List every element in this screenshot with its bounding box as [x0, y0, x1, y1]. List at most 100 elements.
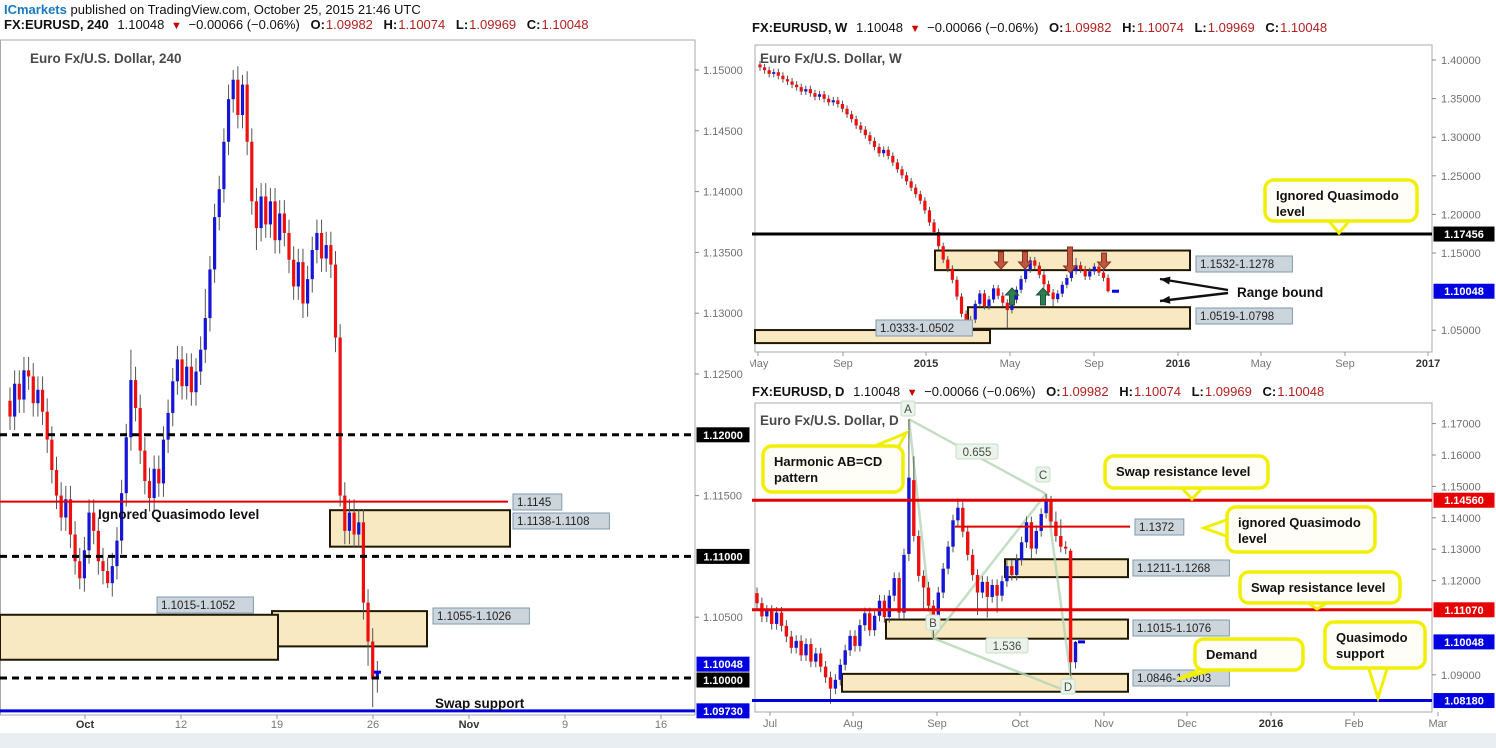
price-label: 1.10000	[703, 675, 743, 687]
price-label: 1.10048	[1444, 286, 1484, 298]
y-tick-label: 1.09000	[1441, 670, 1481, 682]
chart-240-candlestick[interactable]: Euro Fx/U.S. Dollar, 240 1.15000 1.14500 1.…	[0, 38, 750, 748]
bottom-margin	[0, 733, 1496, 748]
y-tick-label: 1.12500	[703, 369, 743, 381]
pattern-point-label-box	[900, 400, 916, 417]
price-label: 1.09730	[703, 706, 743, 718]
candle-down	[859, 125, 863, 130]
candle-down	[133, 380, 138, 409]
candle-down	[828, 677, 833, 689]
zone-price-tag	[1132, 559, 1230, 577]
x-tick-label: 12	[175, 719, 187, 731]
candle-down	[895, 162, 899, 170]
candle-down	[789, 636, 793, 648]
candle-down	[343, 495, 347, 531]
candle-down	[59, 495, 63, 518]
y-tick-label: 1.30000	[1441, 132, 1481, 144]
candle-down	[1068, 550, 1073, 663]
candle-down	[101, 561, 105, 571]
candle-up	[1044, 499, 1048, 514]
callout-bubble	[1193, 637, 1305, 672]
x-tick-label: 9	[562, 719, 568, 731]
candle-down	[845, 108, 849, 115]
candle-up	[973, 303, 977, 320]
candle-down	[352, 512, 356, 535]
candle-up	[872, 615, 877, 631]
x-tick-label: Nov	[1094, 718, 1114, 730]
candle-up	[213, 217, 217, 270]
down-arrow-icon: ▼	[909, 23, 921, 35]
price-label: 1.10048	[1444, 637, 1484, 649]
candle-down	[854, 119, 858, 126]
candle-down	[823, 666, 828, 678]
candle-down	[827, 98, 831, 103]
candle-down	[31, 376, 35, 404]
chart-daily-candlestick[interactable]: Euro Fx/U.S. Dollar, D 1.17000 1.16000 1.15…	[750, 400, 1496, 748]
zone-price-tag	[512, 493, 563, 511]
annotation-arrowhead-icon	[1160, 295, 1171, 304]
ticker-symbol[interactable]: FX:EURUSD, W	[752, 20, 848, 35]
candle-down	[966, 531, 970, 555]
candle-down	[92, 512, 96, 531]
ticker-symbol[interactable]: FX:EURUSD, 240	[4, 17, 109, 32]
candle-up	[1005, 566, 1009, 582]
candle-down	[1005, 302, 1009, 310]
candle-down	[886, 149, 890, 156]
zone-price-tag-label: 1.1211-1.1268	[1137, 563, 1210, 575]
candle-up	[315, 232, 319, 250]
callout-bubble	[1238, 570, 1402, 605]
candle-up	[203, 318, 207, 350]
supply-demand-zone	[841, 672, 1129, 693]
candle-down	[961, 507, 965, 532]
callout-bubble	[761, 444, 905, 494]
zone-price-tag	[432, 607, 530, 625]
candle-down	[996, 288, 1000, 296]
chart-title: Euro Fx/U.S. Dollar, W	[760, 51, 902, 66]
open-value: 1.09982	[1064, 20, 1112, 35]
candle-up	[296, 262, 300, 287]
header-240: FX:EURUSD, 240 1.10048 ▼ −0.00066 (−0.06…	[4, 17, 589, 32]
zone-price-tag	[1134, 518, 1185, 536]
callout-text: Swap resistance level	[1116, 464, 1250, 479]
zone-price-tag-label: 1.1145	[517, 497, 551, 509]
zone-price-tag-label: 1.1015-1.1052	[161, 600, 235, 612]
price-label-box	[696, 703, 750, 719]
price-change: −0.00066 (−0.06%)	[188, 17, 300, 32]
candle-up	[1028, 260, 1032, 270]
price-label: 1.11070	[1444, 605, 1483, 617]
candle-up	[1024, 522, 1029, 543]
candle-up	[226, 99, 231, 142]
candle-down	[872, 140, 877, 147]
candle-down	[1054, 521, 1058, 537]
price-label-box	[696, 672, 750, 688]
header-daily: FX:EURUSD, D 1.10048 ▼ −0.00066 (−0.06%)…	[752, 384, 1324, 399]
candle-down	[995, 584, 999, 596]
supply-demand-zone	[967, 306, 1191, 330]
publisher-link[interactable]: ICmarkets	[4, 2, 67, 17]
zone-price-tag	[875, 319, 973, 337]
candle-up	[231, 79, 235, 100]
x-tick-label: 2016	[1259, 718, 1283, 730]
callout-text: level	[1276, 204, 1305, 219]
candle-up	[1034, 530, 1038, 549]
pattern-point-label: C	[1039, 470, 1047, 482]
candle-down	[301, 262, 305, 304]
candle-up	[1039, 514, 1043, 531]
annotation-text: Swap support	[435, 696, 525, 711]
candle-up	[772, 72, 776, 74]
candle-down	[923, 200, 927, 211]
candle-down	[157, 468, 161, 484]
candle-down	[27, 370, 31, 377]
x-tick-label: 2016	[1166, 358, 1190, 370]
candle-down	[970, 554, 975, 575]
candle-up	[1069, 271, 1074, 279]
y-tick-label: 1.12000	[1441, 576, 1481, 588]
sell-arrow-icon	[1017, 251, 1033, 270]
x-tick-label: 2017	[1416, 358, 1440, 370]
candle-down	[73, 534, 77, 562]
ticker-symbol[interactable]: FX:EURUSD, D	[752, 384, 845, 399]
candle-up	[22, 370, 26, 400]
chart-weekly-candlestick[interactable]: Euro Fx/U.S. Dollar, W 1.40000 1.35000 1.30…	[750, 40, 1496, 376]
x-tick-label: 26	[367, 719, 379, 731]
